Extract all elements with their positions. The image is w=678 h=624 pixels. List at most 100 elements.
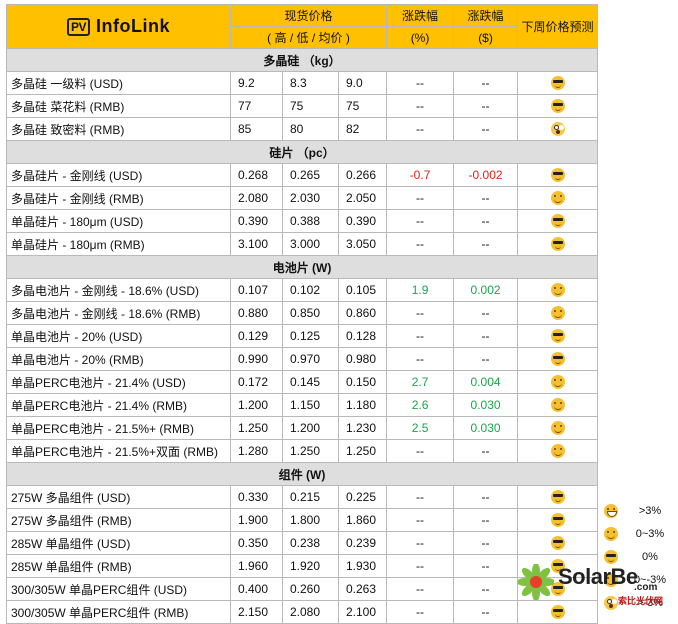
spot-price-header: 现货价格 xyxy=(229,4,388,27)
low-price-cell: 75 xyxy=(282,94,339,118)
legend-item: >-3% xyxy=(604,596,672,610)
section-header-row: 多晶硅 （kg） xyxy=(5,48,599,72)
change-abs-cell: 0.004 xyxy=(453,370,519,394)
change-pct-unit: (%) xyxy=(386,26,455,49)
high-price-cell: 0.129 xyxy=(230,324,283,348)
avg-price-cell: 1.860 xyxy=(337,508,388,532)
avg-price-cell: 2.050 xyxy=(337,186,388,210)
watermark-subtitle: 索比光伏网 xyxy=(618,596,664,606)
table-row: 多晶硅片 - 金刚线 (USD) 0.268 0.265 0.266 -0.7 -0.00… xyxy=(6,163,599,187)
price-table: PV InfoLink 现货价格 涨跌幅 涨跌幅 下周价格预测 ( 高 / 低 … xyxy=(5,4,599,624)
forecast-cell xyxy=(517,94,599,118)
change-pct-cell: -- xyxy=(386,485,455,509)
forecast-cell xyxy=(517,209,599,233)
table-row: 多晶硅 一级料 (USD) 9.2 8.3 9.0 -- -- xyxy=(6,71,599,95)
section-header-row: 硅片 （pc） xyxy=(5,140,599,164)
change-pct-cell: -- xyxy=(386,554,455,578)
high-price-cell: 1.900 xyxy=(230,508,283,532)
product-name-cell: 多晶硅片 - 金刚线 (RMB) xyxy=(6,186,231,210)
avg-price-cell: 0.390 xyxy=(337,209,388,233)
product-name-cell: 285W 单晶组件 (USD) xyxy=(6,531,231,555)
change-pct-cell: -- xyxy=(386,347,455,371)
sunglasses-face-icon xyxy=(550,605,565,620)
smiling-face-icon xyxy=(550,375,565,390)
high-price-cell: 2.150 xyxy=(230,600,283,624)
change-pct-cell: 2.7 xyxy=(386,370,455,394)
legend-item: >3% xyxy=(604,504,672,518)
change-abs-cell: -- xyxy=(453,94,519,118)
table-row: 单晶PERC电池片 - 21.4% (USD) 0.172 0.145 0.150 2.… xyxy=(6,370,599,394)
legend-label: 0% xyxy=(642,551,658,563)
table-row: 275W 多晶组件 (RMB) 1.900 1.800 1.860 -- -- xyxy=(6,508,599,532)
smiling-face-icon xyxy=(550,444,565,459)
product-name-cell: 单晶硅片 - 180μm (RMB) xyxy=(6,232,231,256)
change-abs-cell: -0.002 xyxy=(453,163,519,187)
product-name-cell: 多晶硅 菜花料 (RMB) xyxy=(6,94,231,118)
low-price-cell: 8.3 xyxy=(282,71,339,95)
change-abs-cell: -- xyxy=(453,117,519,141)
avg-price-cell: 0.263 xyxy=(337,577,388,601)
infolink-logo: PV InfoLink xyxy=(8,16,230,37)
change-pct-cell: -- xyxy=(386,531,455,555)
change-pct-cell: -- xyxy=(386,186,455,210)
forecast-cell xyxy=(517,71,599,95)
change-pct-cell: -- xyxy=(386,600,455,624)
change-abs-cell: -- xyxy=(453,186,519,210)
high-price-cell: 77 xyxy=(230,94,283,118)
smiling-face-icon xyxy=(550,398,565,413)
sweat-face-icon xyxy=(604,573,618,587)
sunglasses-face-icon xyxy=(550,99,565,114)
low-price-cell: 80 xyxy=(282,117,339,141)
forecast-cell xyxy=(517,600,599,624)
forecast-cell xyxy=(517,117,599,141)
low-price-cell: 0.265 xyxy=(282,163,339,187)
table-row: 多晶硅片 - 金刚线 (RMB) 2.080 2.030 2.050 -- -- xyxy=(6,186,599,210)
low-price-cell: 2.030 xyxy=(282,186,339,210)
product-name-cell: 275W 多晶组件 (USD) xyxy=(6,485,231,509)
sunglasses-face-icon xyxy=(550,329,565,344)
forecast-cell xyxy=(517,301,599,325)
low-price-cell: 0.388 xyxy=(282,209,339,233)
change-pct-cell: -0.7 xyxy=(386,163,455,187)
avg-price-cell: 0.128 xyxy=(337,324,388,348)
high-price-cell: 3.100 xyxy=(230,232,283,256)
high-price-cell: 1.280 xyxy=(230,439,283,463)
product-name-cell: 多晶硅 一级料 (USD) xyxy=(6,71,231,95)
change-pct-cell: -- xyxy=(386,577,455,601)
section-title: 多晶硅 （kg） xyxy=(5,48,599,72)
smiling-face-icon xyxy=(550,283,565,298)
forecast-cell xyxy=(517,531,599,555)
high-price-cell: 0.880 xyxy=(230,301,283,325)
logo-text: InfoLink xyxy=(96,16,170,36)
legend-label: 0~-3% xyxy=(633,574,667,586)
section-title: 组件 (W) xyxy=(5,462,599,486)
pv-logo-icon: PV xyxy=(66,17,90,36)
legend-item: 0~-3% xyxy=(604,573,672,587)
avg-price-cell: 1.180 xyxy=(337,393,388,417)
forecast-header: 下周价格预测 xyxy=(517,4,599,49)
low-price-cell: 0.238 xyxy=(282,531,339,555)
change-abs-cell: 0.030 xyxy=(453,393,519,417)
forecast-cell xyxy=(517,439,599,463)
high-price-cell: 0.172 xyxy=(230,370,283,394)
avg-price-cell: 0.225 xyxy=(337,485,388,509)
low-price-cell: 0.215 xyxy=(282,485,339,509)
change-pct-cell: -- xyxy=(386,439,455,463)
high-price-cell: 0.107 xyxy=(230,278,283,302)
forecast-cell xyxy=(517,508,599,532)
avg-price-cell: 0.266 xyxy=(337,163,388,187)
sunglasses-face-icon xyxy=(550,352,565,367)
avg-price-cell: 0.980 xyxy=(337,347,388,371)
legend-item: 0% xyxy=(604,550,672,564)
avg-price-cell: 2.100 xyxy=(337,600,388,624)
table-row: 单晶PERC电池片 - 21.4% (RMB) 1.200 1.150 1.180 2.… xyxy=(6,393,599,417)
high-price-cell: 2.080 xyxy=(230,186,283,210)
header-row-2: ( 高 / 低 / 均价 ) (%) ($) xyxy=(7,26,598,49)
table-row: 多晶电池片 - 金刚线 - 18.6% (RMB) 0.880 0.850 0.860… xyxy=(6,301,599,325)
smiling-face-icon xyxy=(604,527,618,541)
forecast-cell xyxy=(517,485,599,509)
product-name-cell: 单晶硅片 - 180μm (USD) xyxy=(6,209,231,233)
change-abs-cell: -- xyxy=(453,508,519,532)
forecast-cell xyxy=(517,163,599,187)
high-price-cell: 0.390 xyxy=(230,209,283,233)
